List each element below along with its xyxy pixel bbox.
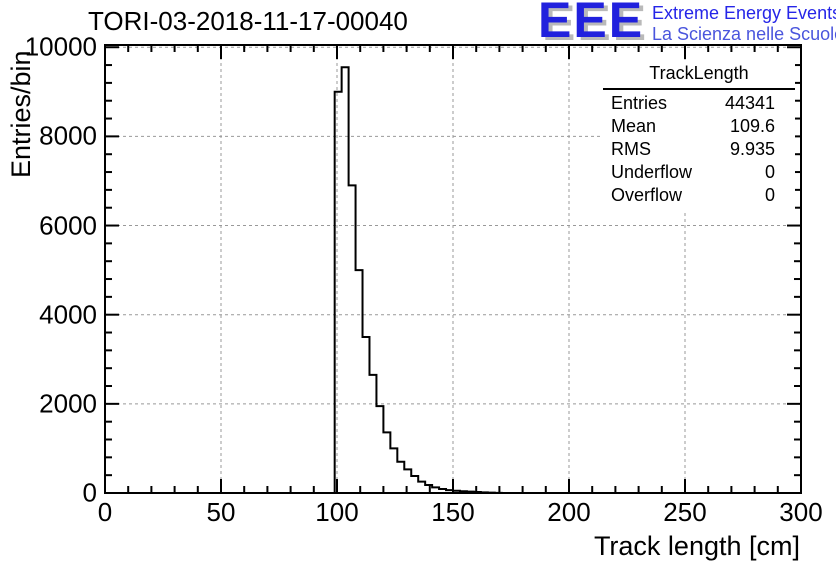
stats-row: Mean 109.6 [603, 115, 795, 138]
stats-row-value: 109.6 [729, 116, 775, 136]
x-tick-label: 0 [97, 497, 113, 527]
x-tick-label: 100 [315, 497, 359, 527]
histogram-step-line [333, 66, 503, 494]
x-tick-label: 300 [779, 497, 823, 527]
x-tick-label: 250 [663, 497, 707, 527]
stats-row-value: 9.935 [729, 139, 775, 159]
y-tick-label: 2000 [39, 388, 97, 419]
stats-box-rows: Entries 44341 Mean 109.6 RMS 9.935 Underflow 0 O… [603, 90, 795, 211]
eee-logo: EEE Extreme Energy Events La Scienza nel… [538, 0, 836, 52]
stats-row-label: Mean [611, 116, 657, 136]
stats-row: Entries 44341 [603, 92, 795, 115]
y-axis-title: Entries/bin [6, 50, 36, 178]
y-tick-label: 8000 [39, 120, 97, 151]
stats-box: TrackLength Entries 44341 Mean 109.6 RMS 9.93… [603, 60, 795, 211]
y-tick-label: 10000 [24, 31, 97, 62]
stats-row-value: 0 [764, 162, 775, 182]
stats-box-title: TrackLength [603, 60, 795, 90]
stats-row-label: RMS [611, 139, 651, 159]
x-axis-title: Track length [cm] [593, 531, 800, 561]
y-tick-label: 0 [82, 477, 97, 508]
stats-row-value: 44341 [724, 93, 775, 113]
stats-row-label: Underflow [611, 162, 693, 182]
y-tick-label: 6000 [39, 210, 97, 241]
stats-row-value: 0 [764, 185, 775, 205]
x-tick-label: 150 [431, 497, 475, 527]
y-tick-label: 4000 [39, 299, 97, 330]
stats-row: RMS 9.935 [603, 138, 795, 161]
stats-row-label: Overflow [611, 185, 683, 205]
eee-logo-line2: La Scienza nelle Scuole [652, 24, 836, 44]
stats-row: Overflow 0 [603, 184, 795, 207]
plot-title: TORI-03-2018-11-17-00040 [88, 6, 408, 36]
x-tick-label: 50 [206, 497, 236, 527]
eee-logo-acronym: EEE [538, 0, 645, 48]
stats-row: Underflow 0 [603, 161, 795, 184]
eee-logo-line1: Extreme Energy Events [652, 3, 836, 23]
x-tick-label: 200 [547, 497, 591, 527]
stats-row-label: Entries [611, 93, 668, 113]
